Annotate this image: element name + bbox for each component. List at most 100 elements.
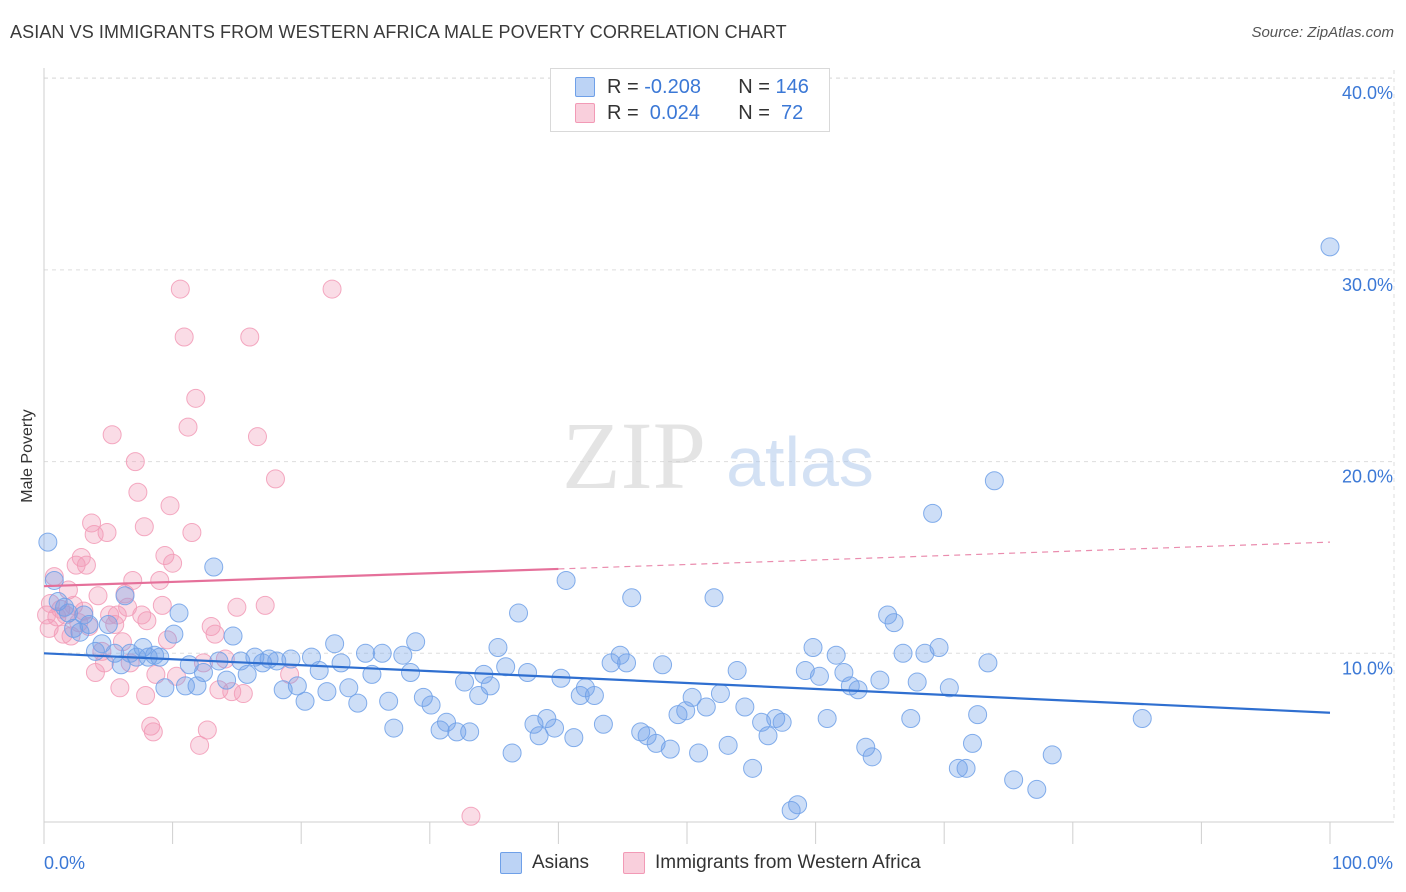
asian-point	[74, 605, 94, 625]
asian-point	[795, 661, 815, 681]
source-label: Source: ZipAtlas.com	[1251, 24, 1394, 41]
asian-point	[968, 705, 988, 725]
immigrant-point	[125, 452, 145, 472]
asian-point	[826, 645, 846, 665]
asian-point	[223, 626, 243, 646]
asian-point	[646, 733, 666, 753]
legend-swatch-immigrants	[623, 852, 645, 874]
y-tick-label: 20.0%	[1342, 467, 1393, 487]
asian-point	[339, 678, 359, 698]
immigrant-point	[53, 624, 73, 644]
legend-row-asians: R = -0.208 N = 146	[575, 76, 809, 98]
immigrant-point	[102, 425, 122, 445]
asian-point	[735, 697, 755, 717]
asian-point	[273, 680, 293, 700]
asian-point	[393, 645, 413, 665]
asian-point	[1027, 779, 1047, 799]
y-tick-label: 40.0%	[1342, 83, 1393, 103]
asian-point	[384, 718, 404, 738]
asian-point	[79, 615, 99, 635]
asian-point	[502, 743, 522, 763]
asian-point	[939, 678, 959, 698]
immigrant-point	[227, 597, 247, 617]
asian-point	[704, 588, 724, 608]
asian-point	[727, 661, 747, 681]
asian-point	[295, 691, 315, 711]
legend-r-label: R =	[607, 75, 645, 98]
immigrant-point	[222, 682, 242, 702]
asian-point	[788, 795, 808, 815]
immigrant-point	[240, 327, 260, 347]
asian-point	[317, 682, 337, 702]
asian-point	[287, 676, 307, 696]
immigrant-point	[178, 417, 198, 437]
legend-n-value: 72	[775, 101, 804, 124]
asian-point	[331, 653, 351, 673]
immigrant-point	[461, 806, 481, 826]
asian-point	[92, 634, 112, 654]
asian-point	[956, 758, 976, 778]
watermark-atlas: atlas	[726, 423, 874, 501]
legend-r-label: R =	[607, 101, 645, 124]
x-tick-label: 0.0%	[44, 853, 85, 873]
asian-point	[413, 687, 433, 707]
asian-point	[379, 691, 399, 711]
asians-swatch	[575, 77, 595, 97]
asian-point	[617, 653, 637, 673]
watermark-zip: ZIP	[562, 402, 706, 509]
x-tick-label: 100.0%	[1332, 853, 1393, 873]
asian-point	[878, 605, 898, 625]
asian-point	[1320, 237, 1340, 257]
immigrant-point	[160, 496, 180, 516]
immigrant-point	[265, 469, 285, 489]
correlation-legend: R = -0.208 N = 146 R = 0.024 N = 72	[550, 68, 830, 132]
asian-point	[204, 557, 224, 577]
asian-point	[803, 638, 823, 658]
immigrant-point	[112, 632, 132, 652]
asian-point	[348, 693, 368, 713]
asian-point	[758, 726, 778, 746]
immigrant-point	[205, 624, 225, 644]
immigrant-point	[193, 653, 213, 673]
asian-point	[356, 643, 375, 663]
asian-point	[884, 613, 904, 633]
asian-point	[309, 661, 329, 681]
legend-item-asians: Asians	[500, 852, 589, 874]
legend-r-value: -0.208	[644, 75, 701, 98]
immigrant-point	[39, 618, 59, 638]
asian-point	[430, 720, 450, 740]
immigrant-point	[170, 279, 190, 299]
axes	[43, 68, 1394, 844]
grid-lines	[44, 70, 1395, 822]
asian-point	[689, 743, 709, 763]
asian-point	[193, 662, 213, 682]
asian-point	[809, 666, 829, 686]
immigrant-point	[137, 611, 157, 631]
asian-point	[710, 684, 730, 704]
watermark: ZIP atlas	[562, 402, 874, 509]
chart-title: ASIAN VS IMMIGRANTS FROM WESTERN AFRICA …	[10, 22, 787, 42]
asian-point	[480, 676, 500, 696]
asian-point	[1132, 708, 1152, 728]
immigrant-point	[215, 649, 235, 669]
asian-point	[325, 634, 345, 654]
asian-point	[962, 733, 982, 753]
asian-point	[115, 586, 135, 606]
series-legend: Asians Immigrants from Western Africa	[0, 852, 1406, 878]
immigrant-point	[136, 685, 156, 705]
asian-point	[1042, 745, 1062, 765]
legend-n-value: 146	[775, 75, 809, 98]
legend-item-immigrants: Immigrants from Western Africa	[623, 852, 921, 874]
asian-point	[564, 728, 584, 748]
immigrant-point	[190, 735, 210, 755]
trend-lines	[43, 541, 1331, 714]
immigrant-point	[150, 570, 170, 590]
asian-point	[772, 712, 792, 732]
legend-swatch-asians	[500, 852, 522, 874]
asian-point	[537, 708, 557, 728]
asian-point	[529, 726, 549, 746]
asian-point	[622, 588, 642, 608]
immigrant-point	[110, 678, 130, 698]
y-tick-label: 30.0%	[1342, 275, 1393, 295]
asian-point	[164, 624, 184, 644]
